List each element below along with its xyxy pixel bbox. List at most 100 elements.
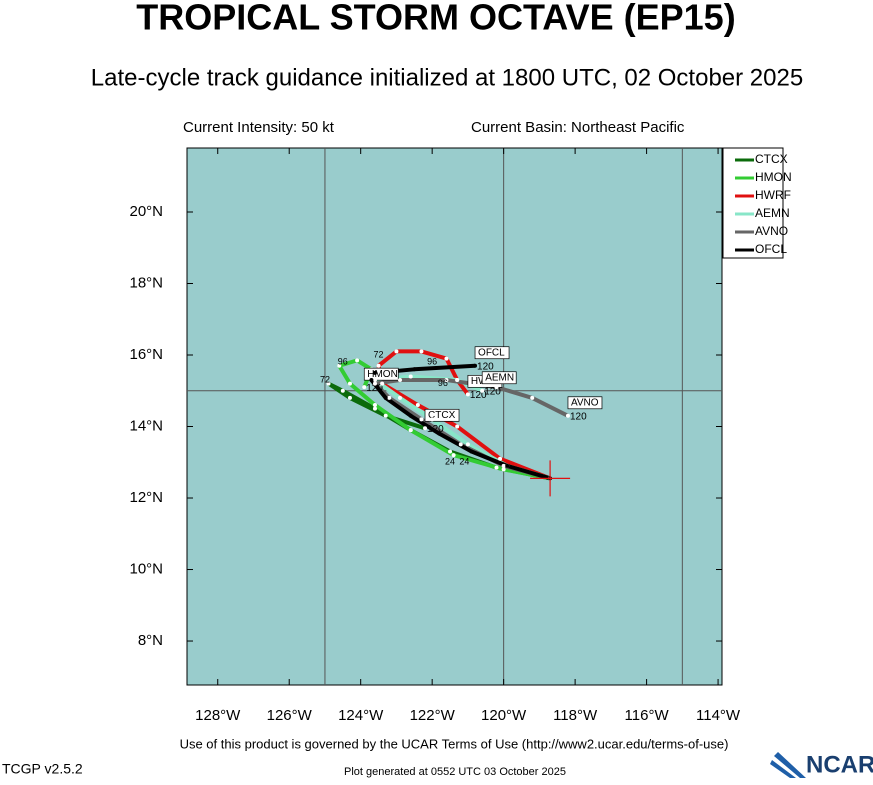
logo-mark	[770, 752, 806, 778]
track-point	[355, 358, 360, 363]
legend-label: AVNO	[755, 224, 788, 238]
track-point	[419, 417, 424, 422]
track-point	[394, 349, 399, 354]
track-point	[419, 349, 424, 354]
end-label-box	[474, 346, 510, 360]
track-point	[501, 467, 506, 472]
track-line	[337, 358, 551, 481]
x-tick-label: 116°W	[625, 707, 670, 724]
track-point	[397, 395, 402, 400]
track-point	[383, 395, 388, 400]
hour-label: 24	[445, 457, 455, 467]
track-point	[397, 378, 402, 383]
chart-title: TROPICAL STORM OCTAVE (EP15)	[136, 0, 735, 38]
track-point	[458, 442, 463, 447]
hour-label: 96	[438, 378, 448, 388]
track-point	[530, 395, 535, 400]
end-label: OFCL	[478, 347, 505, 358]
hour-label: 72	[374, 349, 384, 359]
y-tick-label: 12°N	[129, 489, 163, 506]
end-label-box	[481, 371, 517, 385]
end-hour: 120	[427, 424, 444, 435]
y-tick-label: 20°N	[129, 203, 163, 220]
x-tick-label: 120°W	[481, 707, 527, 724]
intensity-note: Current Intensity: 50 kt	[183, 119, 335, 136]
end-label: AEMN	[485, 372, 514, 383]
y-tick-label: 10°N	[129, 560, 163, 577]
hour-label: 72	[320, 374, 330, 384]
track-point	[376, 363, 381, 368]
track-point	[494, 385, 499, 390]
track-point	[372, 403, 377, 408]
track-point	[362, 385, 367, 390]
track-point	[408, 428, 413, 433]
track-point	[494, 465, 499, 470]
track-point	[372, 381, 377, 386]
version: TCGP v2.5.2	[2, 761, 83, 777]
track-point	[444, 378, 449, 383]
x-tick-label: 126°W	[267, 707, 313, 724]
x-tick-label: 128°W	[195, 707, 241, 724]
track-point	[372, 406, 377, 411]
y-tick-label: 8°N	[138, 632, 163, 649]
track-point	[372, 370, 377, 375]
track-point	[369, 378, 374, 383]
end-label: AVNO	[571, 397, 599, 408]
hour-label: 96	[338, 357, 348, 367]
track-point	[437, 431, 442, 436]
track-point	[498, 456, 503, 461]
x-tick-label: 122°W	[410, 707, 456, 724]
track-point	[465, 392, 470, 397]
track-point	[340, 388, 345, 393]
end-hour: 120	[470, 390, 487, 401]
footer: Use of this product is governed by the U…	[180, 736, 729, 751]
legend-box	[722, 147, 784, 259]
track-point	[455, 424, 460, 429]
track-point	[430, 417, 435, 422]
end-label: CTCX	[428, 410, 456, 421]
y-tick-label: 18°N	[129, 274, 163, 291]
basin-note: Current Basin: Northeast Pacific	[471, 119, 685, 136]
track-point	[347, 381, 352, 386]
x-tick-label: 118°W	[553, 707, 598, 724]
track-point	[501, 463, 506, 468]
hour-label: 24	[459, 457, 469, 467]
track-point	[444, 356, 449, 361]
track-point	[380, 381, 385, 386]
track-point	[412, 367, 417, 372]
y-tick-label: 16°N	[129, 346, 163, 363]
track-point	[448, 449, 453, 454]
end-label: HMON	[367, 369, 398, 380]
logo: NCAR	[806, 751, 873, 778]
track-point	[408, 374, 413, 379]
track-point	[565, 413, 570, 418]
legend: CTCX HMON HWRF AEMN AVNO OFCL	[722, 147, 792, 259]
track-point	[455, 378, 460, 383]
x-tick-label: 114°W	[696, 707, 741, 724]
track-point	[372, 378, 377, 383]
track-point	[451, 453, 456, 458]
track-point	[326, 381, 331, 386]
legend-label: HMON	[755, 170, 792, 184]
legend-label: HWRF	[755, 188, 791, 202]
start-marker	[530, 460, 571, 497]
track-point	[505, 463, 510, 468]
hour-label: 96	[427, 357, 437, 367]
legend-label: AEMN	[755, 206, 790, 220]
track-point	[469, 449, 474, 454]
track-point	[383, 413, 388, 418]
end-hour: 120	[484, 386, 501, 397]
track-point	[465, 442, 470, 447]
end-hour: 120	[477, 361, 494, 372]
track-point	[387, 395, 392, 400]
y-tick-label: 14°N	[129, 417, 163, 434]
end-label-box	[363, 367, 399, 381]
track-point	[408, 413, 413, 418]
x-tick-label: 124°W	[338, 707, 384, 724]
generated-note: Plot generated at 0552 UTC 03 October 20…	[344, 766, 566, 778]
track-point	[423, 426, 428, 431]
end-hour: 120	[570, 411, 587, 422]
chart-subtitle: Late-cycle track guidance initialized at…	[91, 64, 803, 91]
track-point	[480, 388, 485, 393]
track-point	[337, 363, 342, 368]
